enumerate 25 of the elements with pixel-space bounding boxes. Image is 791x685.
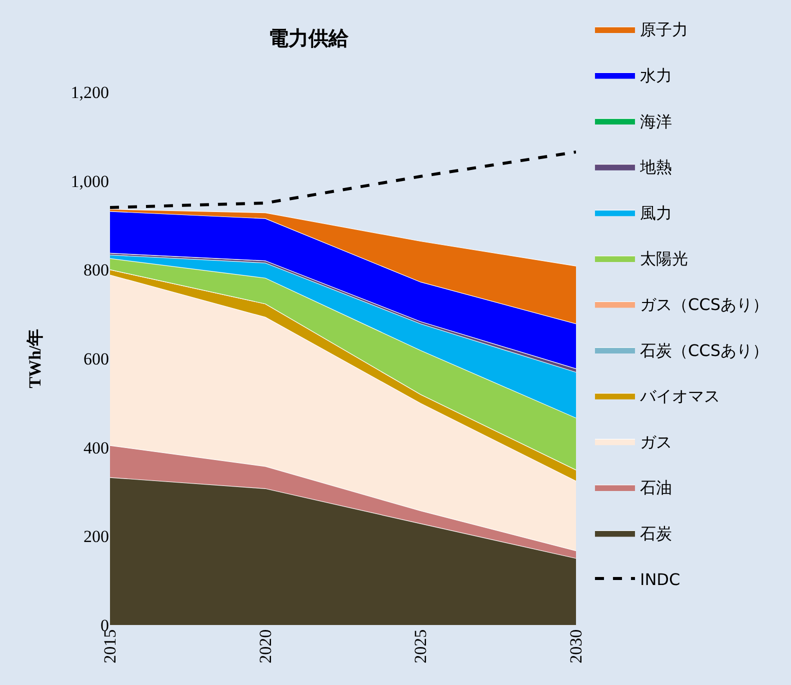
chart-title: 電力供給 <box>268 26 350 50</box>
legend-label: ガス <box>640 432 672 452</box>
x-tick-label: 2030 <box>566 629 586 664</box>
y-tick-label: 200 <box>84 527 109 546</box>
y-tick-label: 800 <box>84 260 109 280</box>
y-tick-label: 400 <box>84 438 109 458</box>
legend-label: 原子力 <box>640 20 688 40</box>
legend-label: 風力 <box>640 203 672 222</box>
y-tick-label: 1,000 <box>70 172 109 191</box>
x-tick-label: 2020 <box>256 629 275 664</box>
legend-label: 水力 <box>640 66 672 85</box>
legend-label: 地熱 <box>638 158 672 177</box>
legend-label: 海洋 <box>640 112 672 131</box>
legend-label: ガス（CCSあり） <box>640 294 768 314</box>
legend-label: バイオマス <box>638 386 720 406</box>
line-series <box>110 150 576 209</box>
y-axis-title: TWh/年 <box>25 328 44 388</box>
y-tick-label: 1,200 <box>70 82 109 102</box>
y-tick-label: 600 <box>84 349 109 368</box>
legend-label: 石炭 <box>640 524 672 543</box>
legend-label: 石炭（CCSあり） <box>640 340 768 360</box>
x-tick-label: 2025 <box>411 629 430 664</box>
legend-label: 石油 <box>640 478 672 498</box>
legend-label: 太陽光 <box>640 249 688 268</box>
legend-label: INDC <box>640 570 680 589</box>
